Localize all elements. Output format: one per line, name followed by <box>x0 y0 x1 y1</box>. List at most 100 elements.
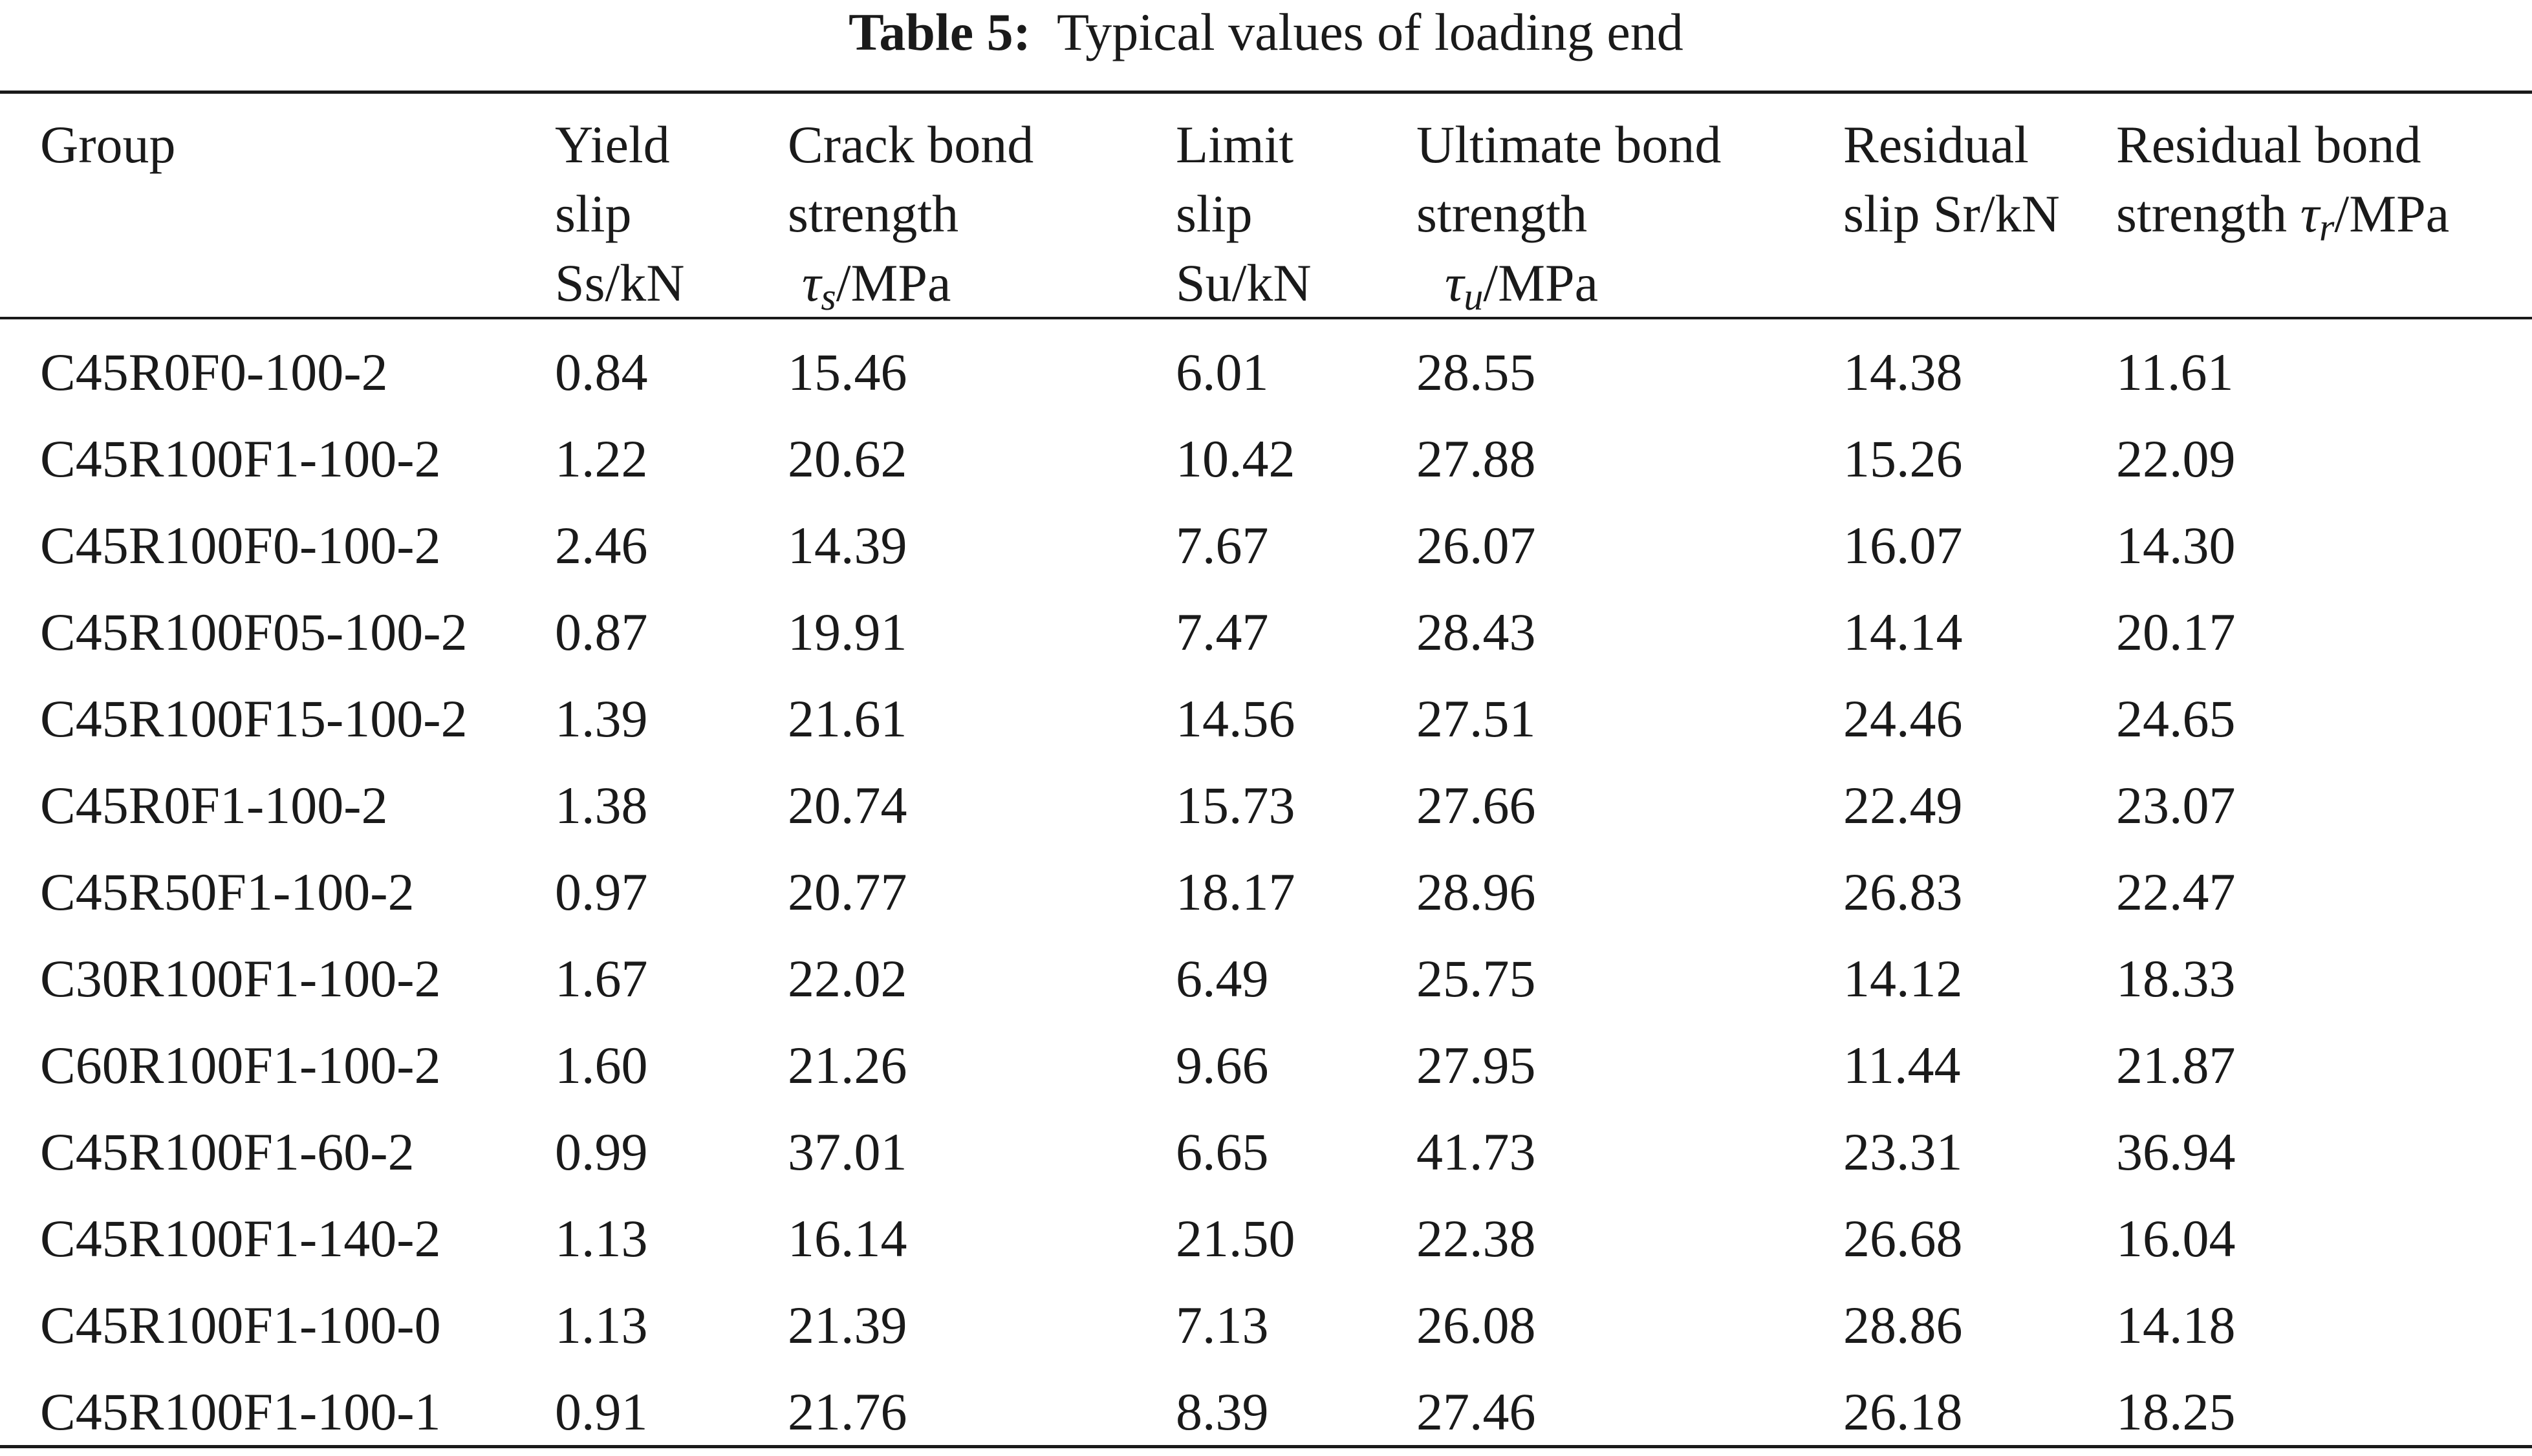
cell-ultimate-bond-strength: 25.75 <box>1416 949 1536 1008</box>
cell-crack-bond-strength: 19.91 <box>788 603 907 661</box>
cell-limit-slip: 15.73 <box>1176 776 1295 835</box>
cell-crack-bond-strength: 14.39 <box>788 516 907 575</box>
cell-ultimate-bond-strength: 28.96 <box>1416 862 1536 921</box>
cell-residual-bond-strength: 16.04 <box>2116 1209 2236 1268</box>
cell-ultimate-bond-strength: 41.73 <box>1416 1122 1536 1181</box>
cell-group: C45R100F1-100-1 <box>40 1382 441 1441</box>
cell-ultimate-bond-strength: 27.51 <box>1416 689 1536 748</box>
cell-residual-bond-strength: 18.33 <box>2116 949 2236 1008</box>
table-top-rule <box>0 91 2532 94</box>
cell-residual-bond-strength: 11.61 <box>2116 343 2234 401</box>
cell-yield-slip: 0.99 <box>555 1122 648 1181</box>
cell-residual-slip: 15.26 <box>1843 429 1963 488</box>
cell-limit-slip: 7.13 <box>1176 1296 1269 1354</box>
cell-yield-slip: 1.38 <box>555 776 648 835</box>
cell-crack-bond-strength: 21.39 <box>788 1296 907 1354</box>
cell-yield-slip: 0.91 <box>555 1382 648 1441</box>
table-header-rule <box>0 317 2532 319</box>
cell-crack-bond-strength: 20.77 <box>788 862 907 921</box>
cell-ultimate-bond-strength: 28.43 <box>1416 603 1536 661</box>
table-bottom-rule <box>0 1445 2532 1448</box>
cell-residual-bond-strength: 22.47 <box>2116 862 2236 921</box>
cell-residual-bond-strength: 36.94 <box>2116 1122 2236 1181</box>
cell-residual-slip: 26.68 <box>1843 1209 1963 1268</box>
cell-crack-bond-strength: 16.14 <box>788 1209 907 1268</box>
cell-yield-slip: 1.39 <box>555 689 648 748</box>
cell-limit-slip: 6.65 <box>1176 1122 1269 1181</box>
cell-crack-bond-strength: 22.02 <box>788 949 907 1008</box>
table-caption: Table 5: Typical values of loading end <box>0 0 2532 78</box>
header-group: Group <box>40 115 176 174</box>
header-residual-slip: Residual slip Sr/kN <box>1843 115 2060 243</box>
cell-residual-slip: 22.49 <box>1843 776 1963 835</box>
cell-ultimate-bond-strength: 27.46 <box>1416 1382 1536 1441</box>
cell-group: C45R50F1-100-2 <box>40 862 415 921</box>
cell-crack-bond-strength: 37.01 <box>788 1122 907 1181</box>
cell-residual-slip: 26.18 <box>1843 1382 1963 1441</box>
cell-crack-bond-strength: 15.46 <box>788 343 907 401</box>
cell-crack-bond-strength: 21.61 <box>788 689 907 748</box>
cell-group: C45R100F1-100-2 <box>40 429 441 488</box>
cell-yield-slip: 1.13 <box>555 1209 648 1268</box>
cell-limit-slip: 14.56 <box>1176 689 1295 748</box>
cell-limit-slip: 18.17 <box>1176 862 1295 921</box>
cell-crack-bond-strength: 21.76 <box>788 1382 907 1441</box>
cell-residual-bond-strength: 24.65 <box>2116 689 2236 748</box>
cell-crack-bond-strength: 20.74 <box>788 776 907 835</box>
cell-group: C45R0F1-100-2 <box>40 776 388 835</box>
cell-residual-bond-strength: 21.87 <box>2116 1036 2236 1095</box>
header-residual-bond-strength: Residual bond strength τr/MPa <box>2116 115 2450 249</box>
cell-group: C45R0F0-100-2 <box>40 343 388 401</box>
cell-ultimate-bond-strength: 27.88 <box>1416 429 1536 488</box>
cell-residual-slip: 11.44 <box>1843 1036 1961 1095</box>
cell-group: C45R100F0-100-2 <box>40 516 441 575</box>
cell-residual-bond-strength: 23.07 <box>2116 776 2236 835</box>
cell-residual-slip: 14.38 <box>1843 343 1963 401</box>
cell-yield-slip: 1.67 <box>555 949 648 1008</box>
cell-residual-slip: 14.14 <box>1843 603 1963 661</box>
cell-ultimate-bond-strength: 28.55 <box>1416 343 1536 401</box>
table-caption-label: Table 5: <box>849 3 1031 61</box>
cell-residual-slip: 26.83 <box>1843 862 1963 921</box>
header-limit-slip: Limit slip Su/kN <box>1176 115 1312 312</box>
cell-residual-slip: 28.86 <box>1843 1296 1963 1354</box>
cell-group: C45R100F05-100-2 <box>40 603 468 661</box>
cell-ultimate-bond-strength: 27.66 <box>1416 776 1536 835</box>
cell-group: C45R100F1-60-2 <box>40 1122 415 1181</box>
cell-limit-slip: 6.49 <box>1176 949 1269 1008</box>
cell-group: C45R100F1-100-0 <box>40 1296 441 1354</box>
cell-limit-slip: 21.50 <box>1176 1209 1295 1268</box>
cell-residual-bond-strength: 14.18 <box>2116 1296 2236 1354</box>
cell-limit-slip: 9.66 <box>1176 1036 1269 1095</box>
cell-residual-bond-strength: 20.17 <box>2116 603 2236 661</box>
header-ultimate-bond-strength: Ultimate bond strength τu/MPa <box>1416 115 1722 318</box>
cell-yield-slip: 0.84 <box>555 343 648 401</box>
cell-limit-slip: 8.39 <box>1176 1382 1269 1441</box>
cell-group: C60R100F1-100-2 <box>40 1036 441 1095</box>
cell-limit-slip: 7.47 <box>1176 603 1269 661</box>
cell-ultimate-bond-strength: 27.95 <box>1416 1036 1536 1095</box>
cell-crack-bond-strength: 20.62 <box>788 429 907 488</box>
cell-ultimate-bond-strength: 26.08 <box>1416 1296 1536 1354</box>
header-yield-slip: Yield slip Ss/kN <box>555 115 685 312</box>
cell-crack-bond-strength: 21.26 <box>788 1036 907 1095</box>
cell-group: C45R100F15-100-2 <box>40 689 468 748</box>
cell-residual-bond-strength: 22.09 <box>2116 429 2236 488</box>
cell-residual-bond-strength: 14.30 <box>2116 516 2236 575</box>
cell-ultimate-bond-strength: 26.07 <box>1416 516 1536 575</box>
table-caption-text: Typical values of loading end <box>1056 3 1683 61</box>
cell-yield-slip: 0.97 <box>555 862 648 921</box>
cell-residual-slip: 24.46 <box>1843 689 1963 748</box>
cell-residual-slip: 14.12 <box>1843 949 1963 1008</box>
cell-residual-slip: 16.07 <box>1843 516 1963 575</box>
cell-limit-slip: 10.42 <box>1176 429 1295 488</box>
cell-yield-slip: 1.13 <box>555 1296 648 1354</box>
cell-limit-slip: 6.01 <box>1176 343 1269 401</box>
cell-group: C45R100F1-140-2 <box>40 1209 441 1268</box>
cell-ultimate-bond-strength: 22.38 <box>1416 1209 1536 1268</box>
cell-yield-slip: 2.46 <box>555 516 648 575</box>
header-crack-bond-strength: Crack bond strength τs/MPa <box>788 115 1034 318</box>
cell-residual-bond-strength: 18.25 <box>2116 1382 2236 1441</box>
cell-group: C30R100F1-100-2 <box>40 949 441 1008</box>
cell-residual-slip: 23.31 <box>1843 1122 1963 1181</box>
